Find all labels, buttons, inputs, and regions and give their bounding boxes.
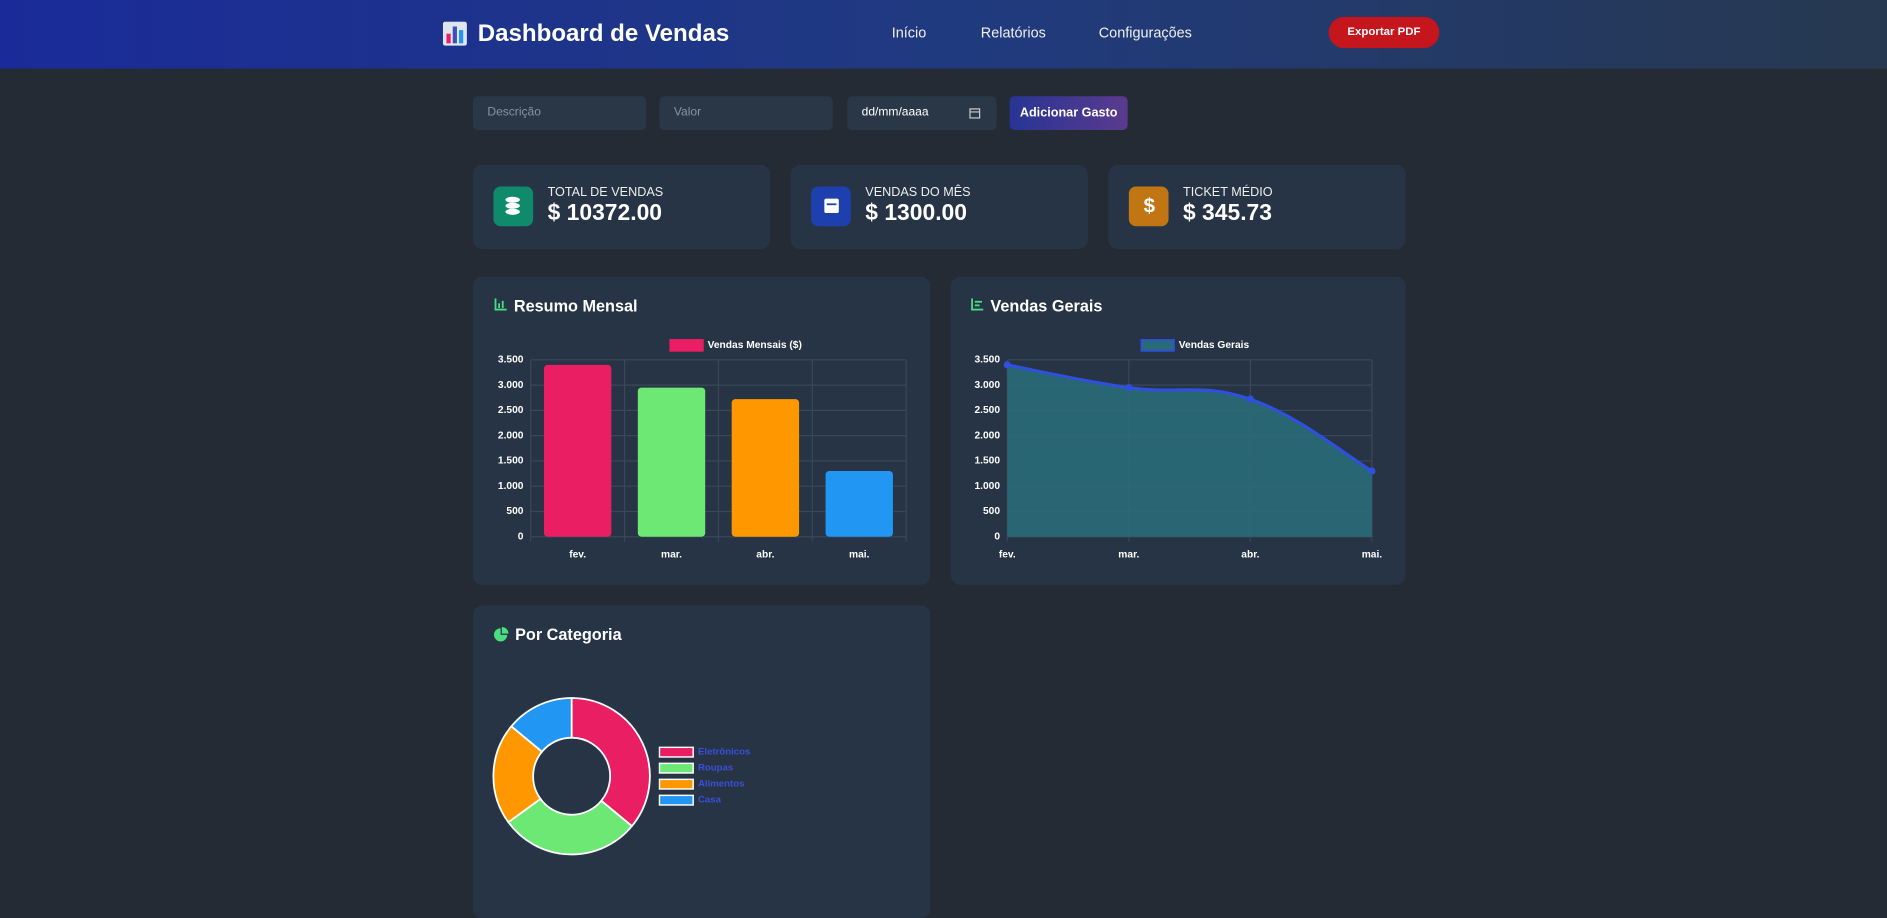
- y-tick-label: 500: [983, 506, 1000, 517]
- area: [1007, 364, 1372, 537]
- y-tick-label: 1.500: [974, 456, 1000, 467]
- point: [1003, 361, 1011, 369]
- x-tick-label: mai.: [1362, 549, 1383, 560]
- logo-icon: [442, 21, 467, 46]
- y-tick-label: 2.000: [974, 430, 1000, 441]
- bar: [637, 387, 706, 537]
- nav-link[interactable]: Configurações: [1098, 24, 1192, 41]
- y-tick-label: 2.500: [974, 405, 1000, 416]
- x-tick-label: abr.: [1241, 549, 1259, 560]
- dollar-icon: [1128, 186, 1169, 227]
- y-tick-label: 2.500: [498, 405, 524, 416]
- svg-text:$: $: [1144, 194, 1156, 217]
- legend-swatch: [669, 339, 704, 352]
- export-button[interactable]: Exportar PDF: [1328, 16, 1440, 49]
- y-tick-label: 1.000: [974, 481, 1000, 492]
- date-input[interactable]: dd/mm/aaaa: [847, 96, 997, 130]
- y-tick-label: 2.000: [498, 430, 524, 441]
- header: [0, 0, 1887, 69]
- chart-title: Por Categoria: [515, 625, 622, 644]
- x-tick-label: fev.: [999, 549, 1016, 560]
- stat-label: VENDAS DO MÊS: [865, 185, 971, 200]
- stat-label: TICKET MÉDIO: [1182, 185, 1273, 200]
- nav-link[interactable]: Relatórios: [980, 24, 1046, 41]
- legend-label: Vendas Gerais: [1179, 340, 1250, 351]
- legend-label: Vendas Mensais ($): [708, 340, 802, 351]
- stat-value: $ 345.73: [1182, 200, 1272, 227]
- legend-swatch: [1140, 339, 1175, 352]
- legend-label: Eletrônicos: [698, 747, 750, 758]
- stat-label: TOTAL DE VENDAS: [547, 185, 664, 200]
- doughnut-slice: [570, 697, 651, 828]
- x-tick-label: mai.: [849, 549, 870, 560]
- chart-card: [472, 605, 931, 918]
- add-button[interactable]: Adicionar Gasto: [1009, 96, 1128, 130]
- legend-swatch: [658, 778, 694, 790]
- y-tick-label: 3.500: [974, 355, 1000, 366]
- description-input[interactable]: Descrição: [472, 96, 647, 130]
- legend-label: Roupas: [698, 763, 733, 774]
- y-tick-label: 1.000: [498, 481, 524, 492]
- doughnut-slice: [510, 697, 573, 753]
- value-input[interactable]: Valor: [659, 96, 833, 130]
- y-tick-label: 1.500: [498, 456, 524, 467]
- card-icon-glyphs: $: [505, 194, 1156, 217]
- legend-swatch: [658, 794, 694, 806]
- chart-title: Resumo Mensal: [513, 297, 638, 316]
- chart-title: Vendas Gerais: [990, 297, 1103, 316]
- legend-swatch: [658, 746, 694, 758]
- x-tick-label: abr.: [756, 549, 774, 560]
- y-tick-label: 0: [994, 531, 1000, 542]
- x-tick-label: mar.: [1118, 549, 1139, 560]
- bar: [543, 364, 612, 537]
- legend-label: Alimentos: [698, 779, 744, 790]
- point: [1125, 384, 1133, 392]
- x-tick-label: fev.: [569, 549, 586, 560]
- line: [1007, 363, 1373, 473]
- point: [1368, 467, 1376, 475]
- stat-value: $ 10372.00: [547, 200, 663, 227]
- y-tick-label: 3.000: [498, 380, 524, 391]
- calendar-icon: [969, 108, 981, 119]
- stat-value: $ 1300.00: [865, 200, 968, 227]
- legend-label: Casa: [698, 795, 722, 806]
- y-tick-label: 3.000: [974, 380, 1000, 391]
- bar: [731, 399, 800, 537]
- doughnut-slice: [492, 725, 544, 824]
- y-tick-label: 500: [506, 506, 523, 517]
- y-tick-label: 3.500: [498, 355, 524, 366]
- x-tick-label: mar.: [661, 549, 682, 560]
- chart-icons: [494, 298, 984, 642]
- nav-link[interactable]: Início: [891, 24, 927, 41]
- app-title: Dashboard de Vendas: [477, 20, 730, 47]
- legend-swatch: [658, 762, 694, 774]
- point: [1246, 395, 1254, 403]
- doughnut-slice: [507, 797, 634, 856]
- y-tick-label: 0: [518, 531, 524, 542]
- bar: [825, 471, 893, 537]
